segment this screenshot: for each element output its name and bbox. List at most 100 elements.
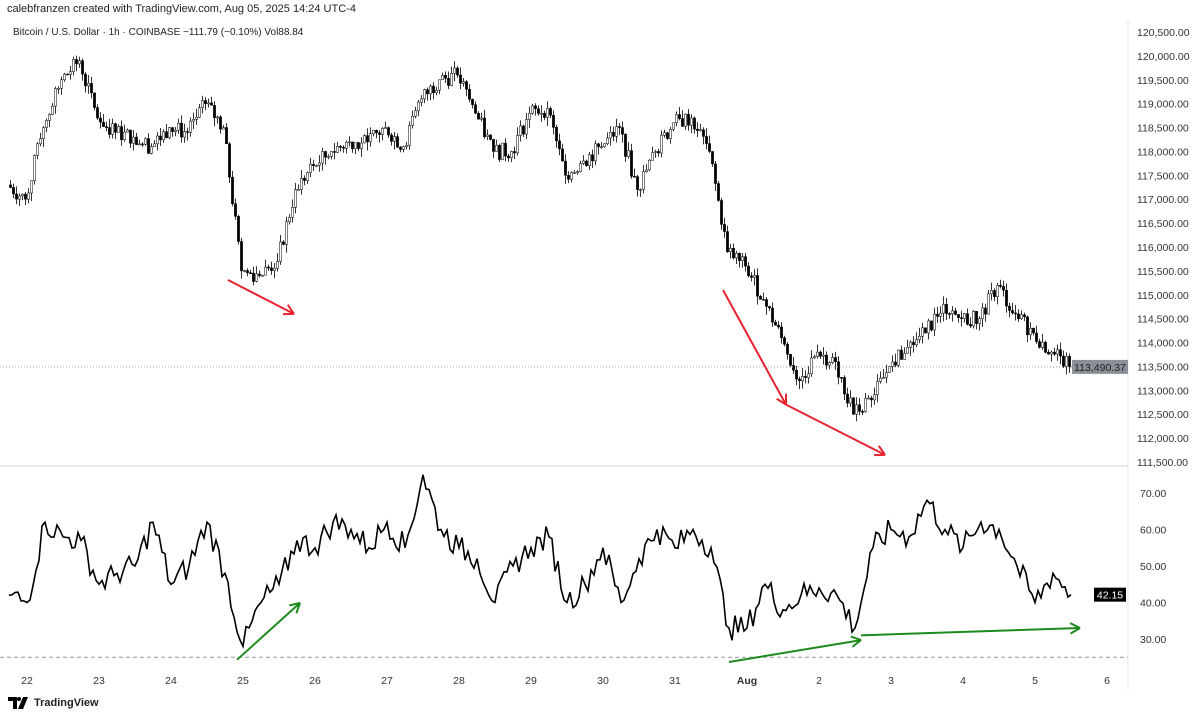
candle-body: [825, 354, 828, 366]
candle-body: [912, 341, 915, 346]
candle: [168, 126, 171, 140]
candle-body: [129, 129, 132, 144]
green-divergence-arrow: [860, 622, 1081, 637]
candle: [117, 124, 120, 133]
red-divergence-arrow-shaft: [785, 403, 886, 456]
candle: [954, 307, 957, 316]
candle: [201, 95, 204, 114]
candle: [660, 130, 663, 158]
candle-body: [900, 349, 903, 360]
candle: [342, 145, 345, 153]
candle: [54, 86, 57, 114]
candle: [741, 253, 744, 268]
time-tick-label: 22: [21, 675, 33, 687]
candle-body: [993, 290, 996, 298]
green-divergence-arrow-head: [295, 602, 301, 614]
candle: [327, 154, 330, 160]
candle-body: [108, 127, 111, 135]
candle-body: [999, 284, 1002, 287]
candle-body: [471, 99, 474, 105]
candle: [15, 186, 18, 205]
candle: [384, 121, 387, 129]
candle-body: [738, 253, 741, 261]
candle: [588, 151, 591, 171]
candle: [549, 106, 552, 119]
green-divergence-arrow: [728, 635, 862, 663]
candle-body: [987, 293, 990, 315]
candle: [267, 264, 270, 271]
candle-body: [777, 324, 780, 328]
candle-body: [867, 397, 870, 400]
candle: [756, 268, 759, 305]
price-tick-label: 119,500.00: [1137, 75, 1189, 87]
candle: [825, 351, 828, 370]
candle-body: [1020, 314, 1023, 319]
candle-body: [396, 136, 399, 148]
red-divergence-arrow-head: [286, 304, 295, 315]
candle-body: [138, 143, 141, 146]
candle-body: [1011, 310, 1014, 314]
candle-body: [372, 129, 375, 134]
green-divergence-arrow-head: [851, 639, 862, 648]
candle-body: [597, 143, 600, 148]
candle-body: [558, 140, 561, 150]
candle: [1017, 309, 1020, 322]
candle-body: [573, 172, 576, 174]
candle: [798, 376, 801, 390]
candle-body: [375, 129, 378, 134]
candle: [249, 269, 252, 274]
candle-body: [219, 116, 222, 130]
candle: [69, 65, 72, 80]
candle: [1068, 353, 1071, 373]
candle-body: [306, 172, 309, 181]
candle: [39, 132, 42, 147]
time-tick-label: 24: [165, 675, 177, 687]
candle: [594, 140, 597, 166]
candle: [777, 321, 780, 330]
candle: [891, 355, 894, 372]
candle: [171, 127, 174, 137]
candle: [942, 296, 945, 322]
candle: [177, 118, 180, 134]
candle: [669, 126, 672, 144]
candle-body: [1035, 332, 1038, 342]
candle-body: [183, 131, 186, 138]
candle: [447, 71, 450, 90]
candle-body: [876, 381, 879, 395]
candle: [108, 118, 111, 139]
candle-body: [903, 352, 906, 360]
red-divergence-arrow: [227, 279, 295, 316]
candle: [738, 252, 741, 268]
candle-body: [39, 138, 42, 145]
candle-body: [309, 164, 312, 173]
candle: [918, 327, 921, 344]
candle: [462, 78, 465, 87]
candle: [900, 345, 903, 360]
candle-body: [81, 60, 84, 75]
candle: [1041, 333, 1044, 350]
candle: [861, 409, 864, 416]
candle-body: [270, 267, 273, 271]
time-tick-label: 26: [309, 675, 321, 687]
candle: [225, 123, 228, 145]
candle-body: [57, 87, 60, 90]
candle-body: [1059, 349, 1062, 357]
candle: [1005, 283, 1008, 313]
candle: [792, 356, 795, 375]
candle-body: [543, 112, 546, 118]
candle: [732, 243, 735, 260]
candle: [291, 199, 294, 223]
candle: [240, 237, 243, 279]
candle: [702, 127, 705, 145]
candle: [132, 129, 135, 151]
candle: [642, 164, 645, 194]
candle-body: [657, 151, 660, 154]
candle: [1065, 352, 1068, 375]
candle: [969, 317, 972, 329]
candle: [87, 75, 90, 94]
candle: [354, 142, 357, 155]
candle: [423, 88, 426, 104]
candle: [693, 116, 696, 134]
candle: [714, 160, 717, 191]
